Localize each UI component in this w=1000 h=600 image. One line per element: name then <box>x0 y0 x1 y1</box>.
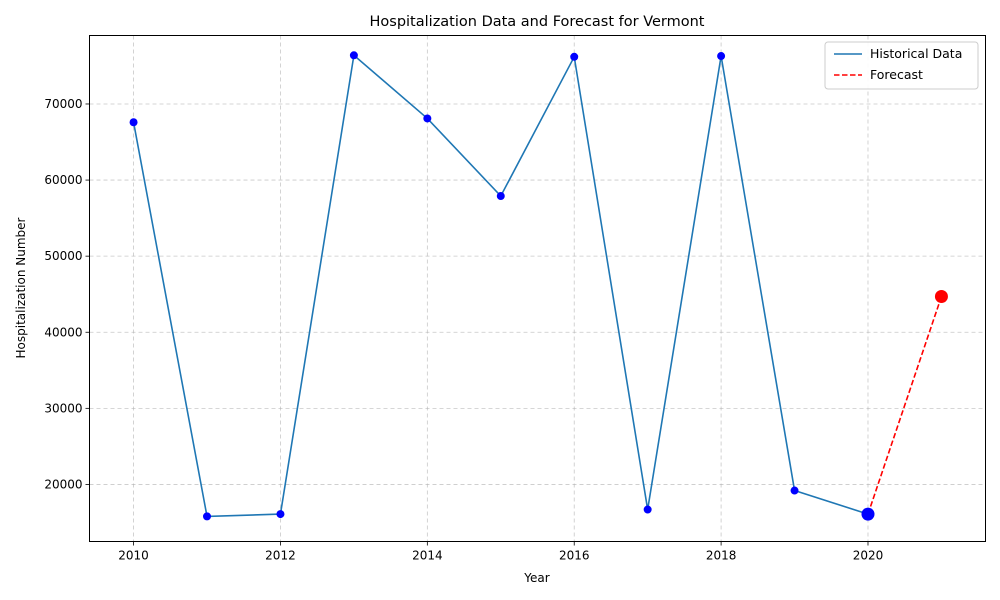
x-tick-label: 2020 <box>853 549 884 563</box>
x-tick-label: 2018 <box>706 549 737 563</box>
y-tick-label: 20000 <box>44 477 82 491</box>
y-axis-label: Hospitalization Number <box>14 217 28 358</box>
axis-ticks: 2010 2012 2014 2016 2018 2020 20000 30000 40000 5… <box>44 97 883 563</box>
historical-point <box>423 114 432 123</box>
x-tick-label: 2016 <box>559 549 590 563</box>
x-tick-label: 2012 <box>265 549 296 563</box>
historical-point <box>570 52 579 61</box>
historical-point <box>717 52 726 61</box>
x-tick-label: 2010 <box>118 549 149 563</box>
y-tick-label: 40000 <box>44 325 82 339</box>
y-tick-label: 70000 <box>44 97 82 111</box>
plot-series <box>129 51 948 521</box>
historical-point <box>349 51 358 60</box>
legend-label-historical: Historical Data <box>870 46 962 61</box>
historical-point <box>790 486 799 495</box>
historical-point <box>129 118 138 127</box>
plot-frame <box>89 35 986 542</box>
forecast-line <box>867 296 943 515</box>
y-tick-label: 50000 <box>44 249 82 263</box>
historical-point <box>496 192 505 201</box>
legend-box <box>824 41 979 90</box>
historical-point <box>203 512 212 521</box>
chart-title: Hospitalization Data and Forecast for Ve… <box>370 14 705 30</box>
forecast-point <box>934 289 948 303</box>
historical-point <box>276 510 285 519</box>
x-tick-label: 2014 <box>412 549 443 563</box>
y-tick-label: 60000 <box>44 173 82 187</box>
legend: Historical Data Forecast <box>824 41 979 90</box>
legend-label-forecast: Forecast <box>870 67 923 82</box>
y-tick-label: 30000 <box>44 401 82 415</box>
x-axis-label: Year <box>523 571 549 585</box>
historical-point <box>643 505 652 514</box>
last-historical-point <box>861 507 875 521</box>
